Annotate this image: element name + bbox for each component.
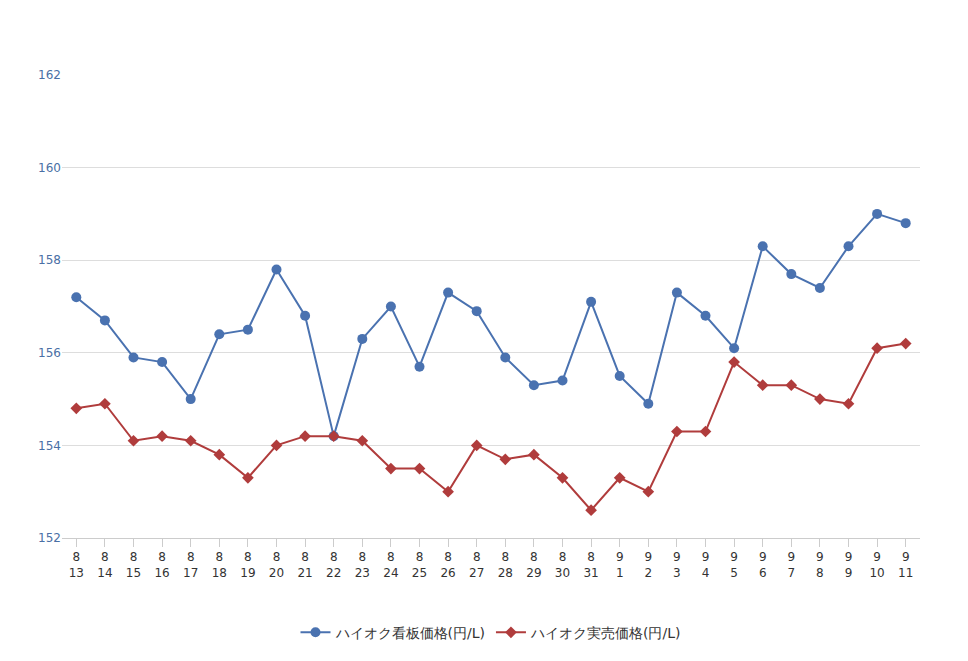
svg-text:829: 829 bbox=[526, 550, 541, 580]
svg-text:820: 820 bbox=[269, 550, 284, 580]
svg-text:825: 825 bbox=[412, 550, 427, 580]
svg-text:92: 92 bbox=[644, 550, 652, 580]
svg-text:824: 824 bbox=[383, 550, 398, 580]
svg-text:ハイオク実売価格(円/L): ハイオク実売価格(円/L) bbox=[530, 625, 680, 641]
svg-text:152: 152 bbox=[38, 531, 61, 545]
svg-text:95: 95 bbox=[730, 550, 738, 580]
svg-text:910: 910 bbox=[869, 550, 884, 580]
svg-text:816: 816 bbox=[154, 550, 169, 580]
svg-text:822: 822 bbox=[326, 550, 341, 580]
svg-text:814: 814 bbox=[97, 550, 112, 580]
svg-text:94: 94 bbox=[702, 550, 710, 580]
svg-text:830: 830 bbox=[555, 550, 570, 580]
svg-text:96: 96 bbox=[759, 550, 767, 580]
svg-text:911: 911 bbox=[898, 550, 913, 580]
svg-text:98: 98 bbox=[816, 550, 824, 580]
svg-text:826: 826 bbox=[440, 550, 455, 580]
svg-text:817: 817 bbox=[183, 550, 198, 580]
svg-text:823: 823 bbox=[355, 550, 370, 580]
svg-text:813: 813 bbox=[69, 550, 84, 580]
svg-text:91: 91 bbox=[616, 550, 624, 580]
svg-text:99: 99 bbox=[845, 550, 853, 580]
svg-text:156: 156 bbox=[38, 346, 61, 360]
svg-text:828: 828 bbox=[498, 550, 513, 580]
svg-text:ハイオク看板価格(円/L): ハイオク看板価格(円/L) bbox=[335, 625, 485, 641]
svg-text:821: 821 bbox=[297, 550, 312, 580]
svg-text:831: 831 bbox=[583, 550, 598, 580]
svg-text:154: 154 bbox=[38, 439, 61, 453]
svg-text:158: 158 bbox=[38, 253, 61, 267]
svg-text:827: 827 bbox=[469, 550, 484, 580]
svg-text:162: 162 bbox=[38, 68, 61, 82]
svg-text:818: 818 bbox=[212, 550, 227, 580]
svg-text:160: 160 bbox=[38, 161, 61, 175]
svg-text:819: 819 bbox=[240, 550, 255, 580]
svg-text:93: 93 bbox=[673, 550, 681, 580]
svg-text:815: 815 bbox=[126, 550, 141, 580]
svg-text:97: 97 bbox=[787, 550, 795, 580]
